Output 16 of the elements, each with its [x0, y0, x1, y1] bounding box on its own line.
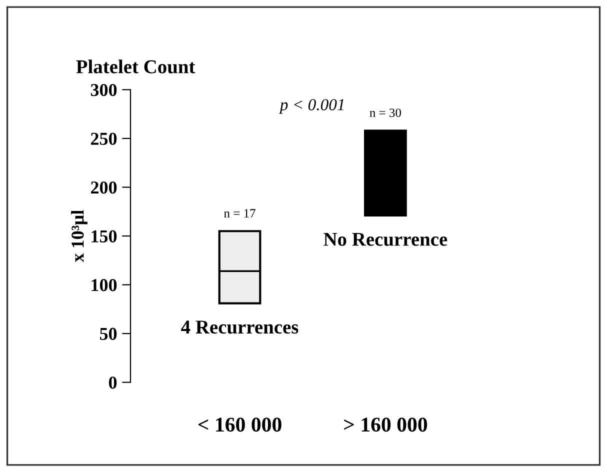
y-tick-label: 150 [92, 230, 117, 242]
annotation: p < 0.001 [278, 99, 344, 114]
y-tick-label: 200 [90, 181, 117, 194]
annotation: 4 Recurrences [181, 320, 298, 334]
x-tick-label: < 160 000 [198, 418, 282, 432]
y-tick-label: 300 [90, 84, 117, 96]
y-tick-label: 50 [100, 328, 117, 340]
annotation: No Recurrence [324, 232, 448, 246]
annotation: n = 30 [370, 108, 401, 117]
chart-title: Platelet Count [76, 60, 196, 74]
y-tick-label: 100 [92, 279, 117, 292]
annotation: n = 17 [224, 209, 256, 218]
x-tick-label: > 160 000 [344, 418, 428, 432]
y-tick-label: 250 [90, 132, 117, 145]
y-tick-label: 0 [108, 376, 117, 389]
y-axis-title: x 10³µl [71, 210, 88, 262]
